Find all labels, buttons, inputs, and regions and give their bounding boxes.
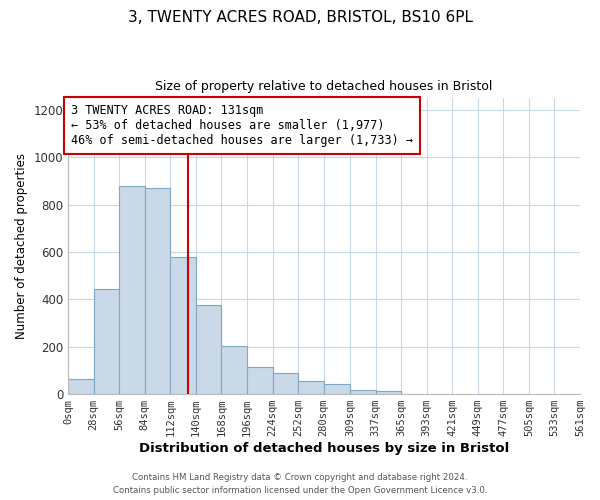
Y-axis label: Number of detached properties: Number of detached properties bbox=[15, 153, 28, 339]
Bar bbox=[196, 306, 221, 394]
Bar bbox=[145, 188, 170, 394]
Bar bbox=[272, 373, 298, 394]
Title: Size of property relative to detached houses in Bristol: Size of property relative to detached ho… bbox=[155, 80, 493, 93]
Bar bbox=[68, 378, 94, 394]
Bar bbox=[323, 384, 350, 394]
Bar bbox=[119, 186, 145, 394]
Text: Contains HM Land Registry data © Crown copyright and database right 2024.
Contai: Contains HM Land Registry data © Crown c… bbox=[113, 474, 487, 495]
Bar bbox=[298, 381, 323, 394]
Bar bbox=[170, 257, 196, 394]
Bar bbox=[221, 346, 247, 394]
Text: 3 TWENTY ACRES ROAD: 131sqm
← 53% of detached houses are smaller (1,977)
46% of : 3 TWENTY ACRES ROAD: 131sqm ← 53% of det… bbox=[71, 104, 413, 147]
Bar bbox=[247, 367, 272, 394]
Bar bbox=[94, 289, 119, 394]
Bar bbox=[376, 391, 401, 394]
Bar bbox=[350, 390, 376, 394]
Text: 3, TWENTY ACRES ROAD, BRISTOL, BS10 6PL: 3, TWENTY ACRES ROAD, BRISTOL, BS10 6PL bbox=[128, 10, 473, 25]
X-axis label: Distribution of detached houses by size in Bristol: Distribution of detached houses by size … bbox=[139, 442, 509, 455]
